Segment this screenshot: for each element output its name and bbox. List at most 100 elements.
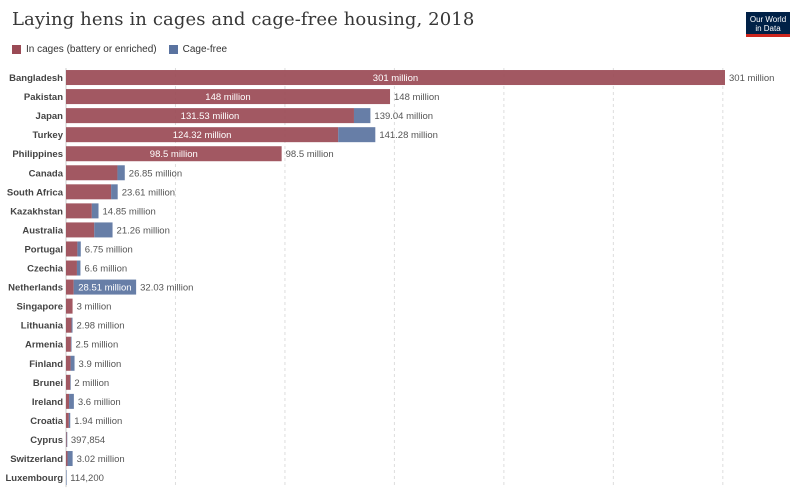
legend-label-cagefree: Cage-free	[182, 44, 228, 55]
inner-value-label: 301 million	[373, 73, 418, 84]
total-label: 3 million	[77, 302, 112, 313]
bar-segment	[70, 374, 71, 390]
total-label: 139.04 million	[374, 111, 433, 122]
category-label: Japan	[36, 111, 64, 122]
bar-segment	[70, 355, 75, 371]
category-label: Australia	[22, 225, 63, 236]
bar-segment	[66, 336, 71, 352]
inner-value-label: 148 million	[205, 92, 250, 103]
bar-segment	[66, 393, 70, 409]
chart-title: Laying hens in cages and cage-free housi…	[12, 9, 475, 30]
total-label: 2.5 million	[75, 340, 118, 351]
bar-segment	[66, 222, 95, 238]
total-label: 2.98 million	[77, 321, 125, 332]
bar-segment	[66, 146, 282, 162]
total-label: 3.02 million	[77, 454, 125, 465]
bar-segment	[66, 451, 68, 467]
category-label: Canada	[29, 168, 64, 179]
category-label: Croatia	[30, 416, 63, 427]
total-label: 397,854	[71, 435, 105, 446]
category-label: Finland	[29, 359, 63, 370]
bar-segment	[66, 108, 354, 124]
bar-segment	[66, 431, 67, 447]
category-label: Ireland	[32, 397, 63, 408]
total-label: 6.75 million	[85, 244, 133, 255]
total-label: 301 million	[729, 73, 774, 84]
total-label: 148 million	[394, 92, 439, 103]
bar-segment	[66, 298, 73, 314]
bar-segment	[117, 165, 125, 181]
bar-segment	[66, 317, 72, 333]
bar-segment	[94, 222, 113, 238]
bar-segment	[66, 89, 391, 105]
total-label: 98.5 million	[286, 149, 334, 160]
legend-item-cages[interactable]: In cages (battery or enriched)	[12, 44, 157, 55]
inner-value-label: 124.32 million	[173, 130, 232, 141]
total-label: 23.61 million	[122, 187, 175, 198]
bar-segment	[66, 470, 67, 486]
category-label: Netherlands	[8, 283, 63, 294]
category-label: Brunei	[33, 378, 63, 389]
bar-segment	[66, 184, 112, 200]
bar-segment	[338, 127, 376, 143]
bar-segment	[67, 451, 73, 467]
bar-segment	[66, 70, 725, 86]
bar-segment	[73, 279, 137, 295]
total-label: 26.85 million	[129, 168, 182, 179]
category-label: Luxembourg	[5, 473, 63, 484]
category-label: Bangladesh	[9, 73, 63, 84]
bar-segment	[70, 336, 72, 352]
total-label: 14.85 million	[103, 206, 156, 217]
bar-segment	[66, 431, 68, 447]
inner-value-label: 28.51 million	[78, 283, 131, 294]
legend-swatch-cagefree	[168, 45, 178, 54]
bar-segment	[353, 108, 371, 124]
bar-segment	[66, 127, 339, 143]
total-label: 141.28 million	[379, 130, 438, 141]
bar-segment	[66, 374, 71, 390]
bar-segment	[66, 355, 71, 371]
owid-logo[interactable]: Our World in Data	[746, 12, 790, 37]
logo-line-2: in Data	[755, 24, 781, 33]
bar-segment	[66, 260, 77, 276]
logo-line-1: Our World	[749, 15, 787, 24]
total-label: 1.94 million	[74, 416, 122, 427]
bar-segment	[71, 317, 73, 333]
inner-value-label: 98.5 million	[150, 149, 198, 160]
total-label: 6.6 million	[84, 264, 127, 275]
category-label: Cyprus	[30, 435, 63, 446]
bar-segment	[66, 203, 92, 219]
category-label: Portugal	[24, 244, 63, 255]
total-label: 114,200	[70, 473, 104, 484]
category-label: Czechia	[27, 264, 64, 275]
bar-segment	[111, 184, 118, 200]
legend-item-cagefree[interactable]: Cage-free	[168, 44, 228, 55]
bar-segment	[69, 393, 74, 409]
category-label: Kazakhstan	[10, 206, 63, 217]
category-label: Philippines	[12, 149, 63, 160]
category-label: Armenia	[25, 340, 64, 351]
bar-segment	[66, 165, 118, 181]
total-label: 3.6 million	[78, 397, 121, 408]
bar-segment	[66, 241, 78, 257]
bar-segment	[91, 203, 99, 219]
total-label: 32.03 million	[140, 283, 193, 294]
bar-segment	[76, 260, 81, 276]
total-label: 21.26 million	[117, 225, 170, 236]
bar-segment	[77, 241, 81, 257]
bar-segment	[68, 412, 71, 428]
inner-value-label: 131.53 million	[181, 111, 240, 122]
category-label: Switzerland	[10, 454, 63, 465]
bar-segment	[66, 412, 69, 428]
legend-swatch-cages	[12, 45, 21, 54]
total-label: 3.9 million	[79, 359, 122, 370]
legend: In cages (battery or enriched) Cage-free	[12, 44, 227, 55]
category-label: South Africa	[7, 187, 64, 198]
category-label: Lithuania	[21, 321, 64, 332]
category-label: Singapore	[17, 302, 63, 313]
bar-segment	[66, 279, 74, 295]
legend-label-cages: In cages (battery or enriched)	[26, 44, 157, 55]
total-label: 2 million	[74, 378, 109, 389]
